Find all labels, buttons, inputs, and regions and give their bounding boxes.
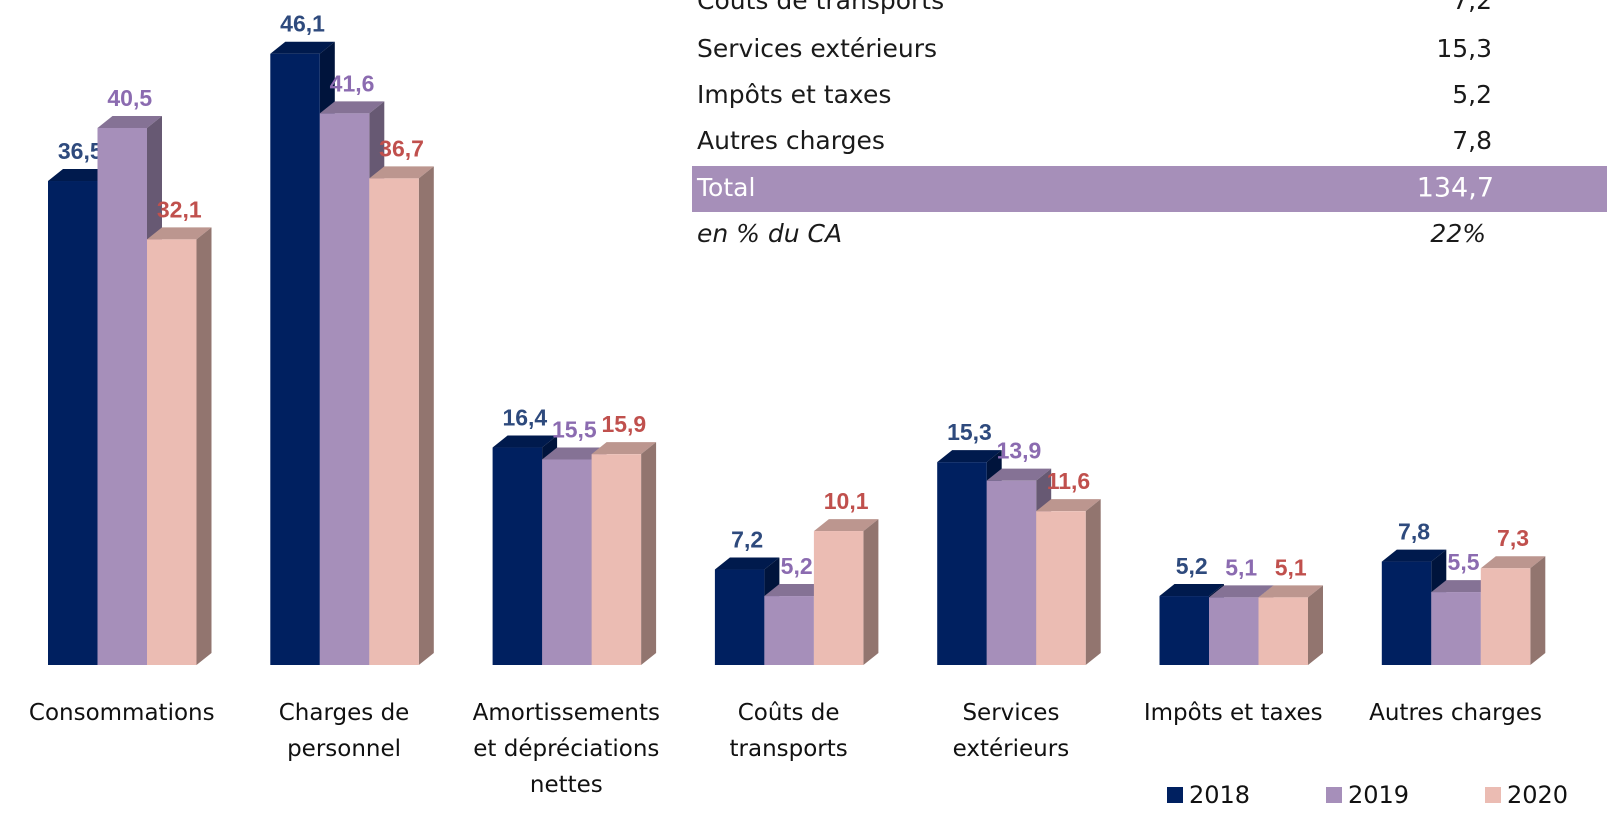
table-value: 5,2 — [1452, 80, 1492, 109]
bar — [542, 459, 592, 665]
value-label: 15,9 — [601, 411, 646, 437]
bar — [591, 454, 642, 665]
table-label: Autres charges — [697, 126, 885, 155]
x-tick-label: Consommations — [28, 700, 215, 726]
x-tick-label: Impôts et taxes — [1143, 700, 1323, 726]
bar — [1036, 511, 1086, 665]
bar — [270, 53, 320, 666]
table-label: Impôts et taxes — [697, 80, 891, 109]
legend-swatch — [1167, 787, 1183, 803]
bar — [1159, 596, 1209, 665]
x-tick-label: Services extérieurs — [952, 700, 1070, 762]
bar-side — [418, 166, 434, 665]
bar-top — [813, 519, 879, 532]
bar — [1258, 597, 1308, 665]
bar-top — [1381, 549, 1447, 562]
bar — [147, 239, 197, 665]
bar-top — [97, 115, 162, 128]
table-value: 7,8 — [1452, 126, 1492, 155]
value-label: 7,8 — [1398, 519, 1430, 545]
bar — [319, 113, 370, 665]
x-tick-label: Autres charges — [1369, 700, 1542, 726]
legend-label: 2019 — [1348, 781, 1409, 809]
bar-top — [1159, 584, 1224, 597]
legend-swatch — [1326, 787, 1342, 803]
total-band — [692, 166, 1607, 212]
bar — [1209, 597, 1259, 665]
bar — [937, 462, 987, 665]
bar-top — [542, 447, 607, 460]
bar-side — [1085, 499, 1101, 665]
value-label: 36,7 — [379, 135, 424, 161]
value-label: 41,6 — [330, 70, 375, 96]
bar-top — [48, 169, 113, 182]
bar — [1431, 592, 1481, 665]
legend-label: 2018 — [1189, 781, 1250, 809]
value-label: 10,1 — [824, 488, 869, 514]
bar-top — [591, 442, 657, 455]
legend-label: 2020 — [1507, 781, 1568, 809]
bar-top — [1258, 585, 1323, 598]
bar-top — [369, 166, 434, 179]
value-label: 5,5 — [1448, 549, 1480, 575]
total-label: Total — [696, 173, 755, 202]
value-label: 46,1 — [280, 11, 325, 37]
bar-side — [1308, 585, 1323, 665]
value-label: 7,2 — [731, 527, 763, 553]
bar-side — [1530, 556, 1546, 665]
footer-value: 22% — [1430, 219, 1486, 248]
bar — [48, 181, 98, 665]
bar-side — [641, 442, 657, 665]
bar-top — [1480, 556, 1546, 569]
value-label: 11,6 — [1047, 468, 1091, 494]
bar — [1381, 561, 1432, 665]
bar-top — [1036, 499, 1101, 512]
value-label: 7,3 — [1497, 525, 1529, 551]
bar-top — [147, 227, 212, 240]
bar-top — [270, 41, 335, 54]
value-label: 15,5 — [552, 416, 597, 442]
x-tick-label: Amortissements et dépréciations nettes — [472, 700, 660, 798]
bar-top — [1209, 585, 1274, 598]
table-label: Coûts de transports — [697, 0, 944, 15]
value-label: 36,5 — [58, 138, 103, 164]
value-label: 15,3 — [947, 419, 992, 445]
bar-top — [1431, 580, 1496, 593]
table-value: 7,2 — [1452, 0, 1492, 15]
value-label: 5,1 — [1275, 554, 1307, 580]
x-tick-label: Charges de personnel — [278, 700, 410, 762]
value-label: 5,1 — [1225, 554, 1257, 580]
value-label: 32,1 — [157, 196, 202, 222]
bar — [1480, 568, 1531, 665]
bar-top — [937, 450, 1002, 463]
legend-swatch — [1485, 787, 1501, 803]
bar-top — [764, 584, 829, 597]
bar — [97, 127, 147, 666]
bar-top — [492, 435, 558, 448]
bar-top — [986, 468, 1052, 481]
bar-top — [319, 101, 385, 114]
bar-top — [714, 557, 780, 570]
bar — [986, 480, 1037, 665]
total-value: 134,7 — [1417, 173, 1494, 204]
value-label: 16,4 — [502, 405, 547, 431]
x-tick-label: Coûts de transports — [729, 700, 848, 762]
bar — [369, 178, 419, 665]
footer-label: en % du CA — [697, 219, 842, 248]
bar — [714, 569, 765, 665]
bar-side — [863, 519, 879, 665]
table-label: Services extérieurs — [697, 34, 937, 63]
bar — [813, 531, 864, 665]
value-label: 5,2 — [1176, 553, 1208, 579]
bar — [764, 596, 814, 665]
table-value: 15,3 — [1436, 34, 1492, 63]
bar-side — [196, 227, 212, 665]
value-label: 5,2 — [781, 553, 813, 579]
value-label: 40,5 — [107, 85, 152, 111]
value-label: 13,9 — [997, 438, 1042, 464]
bar — [492, 447, 543, 665]
